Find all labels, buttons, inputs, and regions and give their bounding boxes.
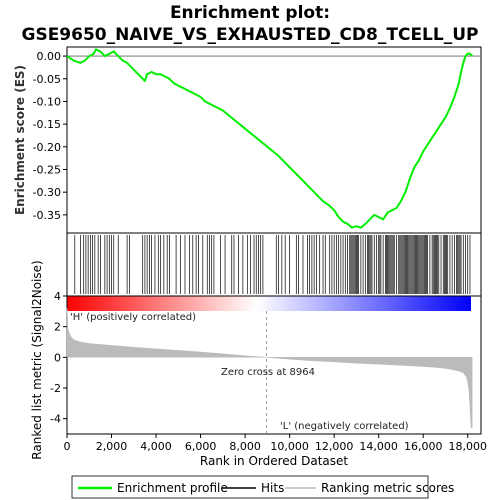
es-y-tick-label: -0.25 (33, 163, 61, 176)
x-tick-label: 12,000 (315, 440, 354, 453)
x-tick-label: 8,000 (229, 440, 261, 453)
es-y-tick-label: -0.15 (33, 118, 61, 131)
metric-y-tick-label: 4 (54, 290, 61, 303)
ranking-metric-area (66, 308, 473, 429)
x-tick-label: 16,000 (404, 440, 443, 453)
es-y-tick-label: -0.30 (33, 186, 61, 199)
positive-correlation-label: 'H' (positively correlated) (70, 312, 196, 323)
negative-correlation-label: 'L' (negatively correlated) (280, 421, 409, 432)
chart-title-line2: GSE9650_NAIVE_VS_EXHAUSTED_CD8_TCELL_UP (22, 25, 479, 45)
metric-panel-frame (66, 295, 482, 435)
x-tick-label: 10,000 (270, 440, 309, 453)
es-y-tick-label: 0.00 (37, 50, 62, 63)
x-tick-label: 18,000 (448, 440, 487, 453)
x-tick-label: 2,000 (96, 440, 128, 453)
es-y-tick-label: -0.05 (33, 73, 61, 86)
metric-y-axis-title: Ranked list metric (Signal2Noise) (30, 260, 44, 459)
enrichment-profile-line (66, 48, 473, 229)
chart-title-line1: Enrichment plot: (170, 3, 330, 23)
x-tick-label: 4,000 (140, 440, 172, 453)
legend-frame (71, 475, 429, 499)
zero-cross-label: Zero cross at 8964 (221, 367, 315, 378)
es-y-tick-label: -0.10 (33, 95, 61, 108)
es-panel-frame (66, 46, 482, 234)
es-y-tick-label: -0.35 (33, 209, 61, 222)
rank-gradient-bar (67, 296, 471, 311)
legend-label-hits: Hits (261, 481, 284, 495)
metric-y-axis: 4 2 0 -2 -4 (50, 290, 67, 426)
legend-label-enrichment-profile: Enrichment profile (117, 481, 228, 495)
es-y-tick-label: -0.20 (33, 141, 61, 154)
metric-y-tick-label: 2 (54, 321, 61, 334)
x-axis: 0 2,000 4,000 6,000 8,000 10,000 12,000 14,000 1… (64, 434, 487, 453)
x-axis-title: Rank in Ordered Dataset (200, 454, 348, 468)
x-tick-label: 6,000 (185, 440, 217, 453)
legend: Enrichment profile Hits Ranking metric s… (71, 475, 454, 499)
hits-ticks (74, 235, 471, 294)
es-y-axis: 0.00 -0.05 -0.10 -0.15 -0.20 -0.25 -0.30 -0.35 (33, 50, 67, 222)
metric-y-tick-label: -4 (50, 413, 61, 426)
es-y-axis-title: Enrichment score (ES) (13, 65, 27, 215)
ranking-metric-series (66, 308, 473, 429)
legend-label-ranking-metric: Ranking metric scores (321, 481, 454, 495)
metric-y-tick-label: -2 (50, 382, 61, 395)
enrichment-profile-series (66, 48, 473, 229)
x-tick-label: 14,000 (359, 440, 398, 453)
metric-y-tick-label: 0 (54, 351, 61, 364)
x-tick-label: 0 (64, 440, 71, 453)
